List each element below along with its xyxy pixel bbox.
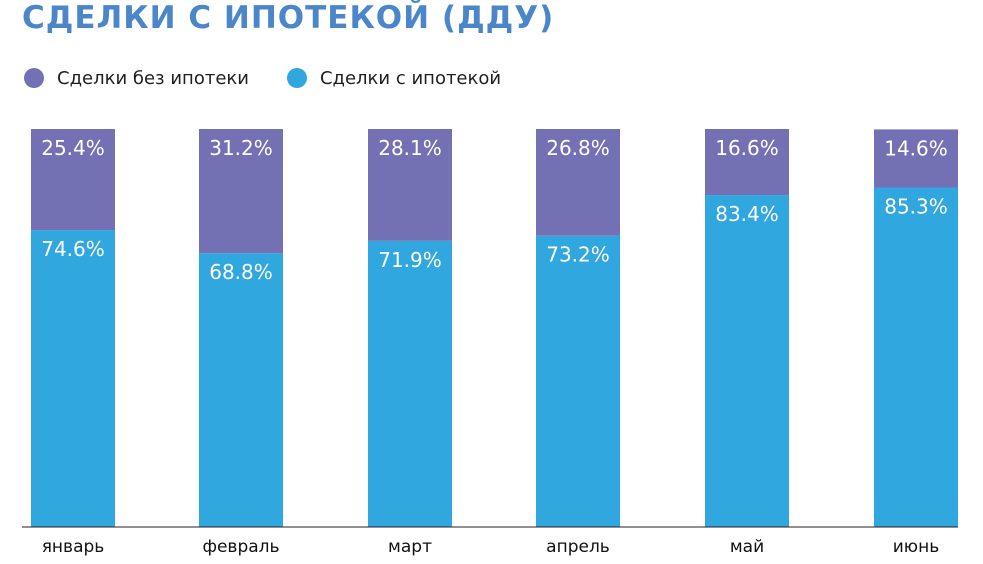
chart-legend: Сделки без ипотеки Сделки с ипотекой (24, 64, 539, 92)
data-label-without-mortgage-0: 25.4% (41, 136, 105, 160)
bar-without-mortgage-4 (705, 129, 789, 196)
legend-item-with-mortgage: Сделки с ипотекой (286, 67, 502, 89)
data-label-with-mortgage-0: 74.6% (41, 237, 105, 261)
page-title: СДЕЛКИ С ИПОТЕКОЙ (ДДУ) (22, 0, 555, 36)
data-label-with-mortgage-5: 85.3% (884, 195, 948, 219)
legend-item-without-mortgage: Сделки без ипотеки (24, 68, 249, 89)
legend-label-without-mortgage: Сделки без ипотеки (57, 67, 249, 89)
data-label-without-mortgage-2: 28.1% (378, 136, 442, 160)
data-label-with-mortgage-2: 71.9% (378, 248, 442, 272)
data-label-without-mortgage-4: 16.6% (715, 136, 779, 160)
bar-with-mortgage-0 (31, 230, 115, 528)
bar-without-mortgage-0 (31, 129, 115, 231)
bar-with-mortgage-1 (199, 253, 283, 527)
data-label-without-mortgage-3: 26.8% (546, 136, 610, 160)
x-tick-label-4: май (730, 537, 764, 557)
x-tick-label-1: февраль (202, 537, 279, 557)
bar-with-mortgage-3 (536, 235, 620, 527)
legend-swatch-without-mortgage (24, 68, 44, 88)
data-label-with-mortgage-1: 68.8% (209, 260, 273, 284)
legend-swatch-with-mortgage (286, 68, 307, 88)
bar-with-mortgage-4 (705, 195, 789, 527)
bar-without-mortgage-2 (368, 129, 452, 241)
data-label-without-mortgage-1: 31.2% (209, 136, 273, 160)
x-tick-label-3: апрель (546, 537, 610, 557)
x-tick-label-0: январь (42, 537, 105, 557)
data-label-with-mortgage-3: 73.2% (546, 243, 610, 267)
x-tick-label-5: июнь (893, 537, 940, 557)
bar-without-mortgage-3 (536, 129, 620, 236)
bar-without-mortgage-1 (199, 129, 283, 254)
bar-without-mortgage-5 (874, 129, 958, 188)
bar-with-mortgage-5 (874, 187, 958, 528)
data-label-with-mortgage-4: 83.4% (715, 202, 779, 226)
data-label-without-mortgage-5: 14.6% (884, 136, 948, 160)
legend-label-with-mortgage: Сделки с ипотекой (319, 67, 502, 89)
bar-with-mortgage-2 (368, 240, 452, 527)
x-tick-label-2: март (388, 537, 432, 557)
